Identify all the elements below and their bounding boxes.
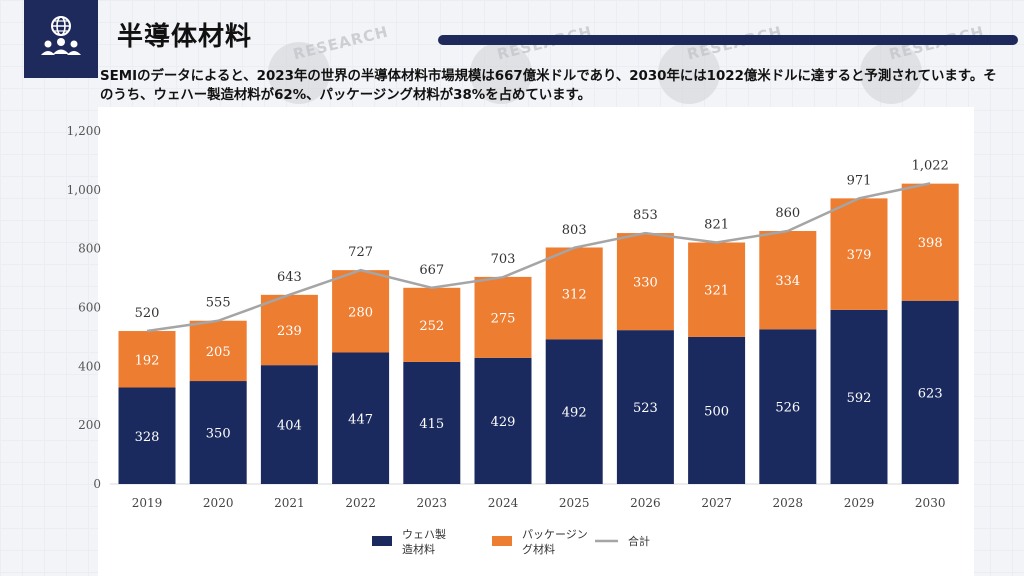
legend-label-packaging: パッケージン — [522, 528, 588, 541]
data-label-total: 555 — [206, 296, 231, 311]
globe-people-icon — [41, 16, 81, 55]
legend-label-wafer-line2: 造材料 — [402, 542, 435, 556]
data-label-wafer: 592 — [847, 391, 872, 406]
legend-label-packaging-line2: グ材料 — [522, 542, 555, 556]
bar-packaging — [616, 233, 674, 331]
brand-logo — [24, 0, 98, 78]
data-label-packaging: 398 — [918, 236, 943, 251]
x-tick-label: 2022 — [345, 496, 376, 510]
chart-panel: 0 200 400 600 800 1,000 1,200 328 192 2019 350 205 2… — [67, 107, 974, 576]
x-tick-label: 2019 — [132, 496, 163, 510]
x-tick-label: 2020 — [203, 496, 234, 510]
data-label-packaging: 280 — [348, 305, 373, 320]
data-label-packaging: 312 — [562, 287, 587, 302]
data-label-total: 860 — [775, 206, 800, 221]
data-label-total: 667 — [419, 263, 444, 278]
y-tick-label: 800 — [78, 242, 101, 256]
y-tick-label: 600 — [78, 301, 101, 315]
bar-packaging — [901, 183, 959, 301]
data-label-total: 803 — [562, 223, 587, 238]
bar-wafer — [830, 309, 888, 484]
data-label-packaging: 321 — [704, 284, 729, 299]
legend-label-wafer: ウェハ製 — [402, 527, 446, 541]
bar-packaging — [189, 320, 247, 382]
watermark-logo — [268, 42, 330, 104]
data-label-wafer: 429 — [491, 415, 516, 430]
watermark-logo — [470, 42, 532, 104]
bar-packaging — [403, 287, 461, 362]
x-tick-label: 2023 — [417, 496, 448, 510]
legend-swatch-packaging — [492, 536, 512, 546]
bar-packaging — [474, 276, 532, 358]
x-tick-label: 2030 — [915, 496, 946, 510]
total-line — [146, 182, 931, 333]
watermark-logo — [658, 42, 720, 104]
data-label-wafer: 500 — [704, 404, 729, 419]
data-label-packaging: 379 — [847, 248, 872, 263]
x-tick-label: 2029 — [844, 496, 875, 510]
data-label-packaging: 252 — [419, 319, 444, 334]
data-label-total: 853 — [633, 208, 658, 223]
x-tick-label: 2027 — [701, 496, 732, 510]
data-label-wafer: 404 — [277, 419, 302, 434]
y-tick-label: 1,000 — [67, 183, 101, 197]
data-label-packaging: 275 — [491, 311, 516, 326]
data-label-total: 1,022 — [912, 158, 949, 173]
x-tick-label: 2024 — [488, 496, 519, 510]
legend-label-total: 合計 — [628, 534, 650, 548]
bar-wafer — [118, 387, 176, 484]
bar-wafer — [901, 300, 959, 484]
data-label-wafer: 350 — [206, 427, 231, 442]
bar-packaging — [830, 198, 888, 310]
bar-wafer — [260, 365, 318, 484]
data-label-total: 703 — [491, 252, 516, 267]
bar-packaging — [118, 331, 176, 388]
stacked-bar-chart: 0 200 400 600 800 1,000 1,200 328 192 2019 350 205 2… — [67, 124, 959, 556]
data-label-packaging: 239 — [277, 324, 302, 339]
y-tick-label: 200 — [78, 418, 101, 432]
bar-wafer — [545, 339, 603, 484]
bar-packaging — [759, 231, 817, 330]
x-tick-label: 2028 — [773, 496, 804, 510]
bar-wafer — [688, 336, 746, 484]
data-label-total: 520 — [135, 306, 160, 321]
title-accent-bar — [438, 35, 1018, 45]
x-tick-label: 2021 — [274, 496, 305, 510]
data-label-wafer: 523 — [633, 401, 658, 416]
bar-wafer — [403, 361, 461, 484]
data-label-wafer: 415 — [419, 417, 444, 432]
data-label-total: 727 — [348, 245, 373, 260]
bar-packaging — [545, 247, 603, 340]
watermark-logo — [860, 42, 922, 104]
bar-wafer — [189, 381, 247, 484]
y-tick-label: 0 — [93, 477, 101, 491]
data-label-packaging: 330 — [633, 276, 658, 291]
bar-wafer — [332, 352, 390, 484]
bar-packaging — [688, 242, 746, 337]
x-tick-label: 2026 — [630, 496, 661, 510]
bar-wafer — [474, 357, 532, 484]
bar-packaging — [260, 294, 318, 366]
x-tick-label: 2025 — [559, 496, 590, 510]
bar-wafer — [616, 330, 674, 484]
legend-swatch-wafer — [372, 536, 392, 546]
data-label-total: 643 — [277, 270, 302, 285]
page-title: 半導体材料 — [117, 22, 253, 52]
y-tick-label: 1,200 — [67, 124, 101, 138]
chart-description: SEMIのデータによると、2023年の世界の半導体材料市場規模は667億米ドルで… — [100, 69, 997, 103]
data-label-packaging: 192 — [135, 353, 160, 368]
data-label-packaging: 205 — [206, 345, 231, 360]
data-label-wafer: 447 — [348, 412, 373, 427]
data-label-wafer: 526 — [775, 401, 800, 416]
bar-packaging — [332, 270, 390, 353]
data-label-wafer: 623 — [918, 386, 943, 401]
data-label-wafer: 328 — [135, 430, 160, 445]
data-label-total: 821 — [704, 217, 729, 232]
data-label-total: 971 — [847, 173, 872, 188]
y-tick-label: 400 — [78, 359, 101, 373]
data-label-wafer: 492 — [562, 406, 587, 421]
data-label-packaging: 334 — [775, 274, 800, 289]
bar-wafer — [759, 329, 817, 484]
